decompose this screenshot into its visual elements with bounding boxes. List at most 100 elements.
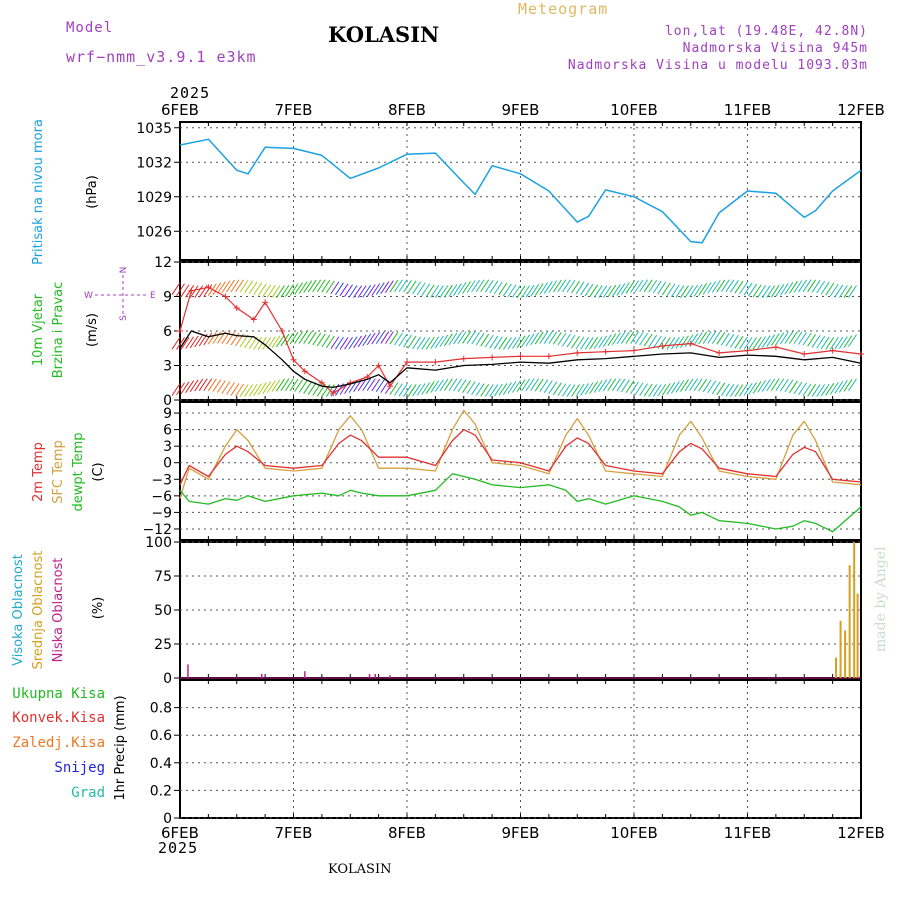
wind-barb (257, 382, 267, 395)
wind-barb (725, 384, 735, 397)
wind-barb (398, 279, 408, 293)
wind-barb (743, 282, 753, 296)
wind-barb (325, 335, 335, 349)
wind-barb (811, 280, 821, 293)
precip-y-tick-label: 0 (163, 811, 172, 827)
wind-barb (598, 335, 608, 349)
wind-barb (389, 279, 399, 293)
wind-barb (707, 331, 717, 344)
wind-barb (462, 281, 471, 294)
wind-barb (575, 383, 585, 397)
wind-barb (748, 283, 757, 297)
wind-barb (548, 280, 558, 293)
plot-layer: 6FEB 6FEB 7FEB 7FEB 8FEB 8FEB 9FEB 9FEB 10FEB 10F… (136, 101, 884, 842)
compass-w: W (84, 291, 93, 301)
wind-barb (289, 283, 299, 296)
wind-barb (580, 383, 590, 396)
wind-barb (766, 378, 776, 392)
wind-barb (820, 281, 830, 295)
wind-barb (802, 279, 812, 292)
wind-barb (720, 279, 730, 292)
wind-unit: (m/s) (85, 313, 100, 347)
x-tick-label-bottom: 6FEB (161, 824, 199, 842)
wind-barb (698, 331, 708, 345)
sfc-temp-line (179, 409, 862, 499)
gust-marker (687, 340, 694, 347)
wind-barb (462, 331, 471, 344)
x-tick-label-bottom: 9FEB (502, 824, 540, 842)
wind-barb (789, 380, 798, 394)
wind-barb (389, 382, 399, 395)
wind-barb (725, 279, 735, 293)
wind-barb (698, 283, 708, 296)
wind-barb (693, 378, 703, 391)
wind-barb (593, 336, 603, 349)
cloud-y-tick-label: 100 (145, 535, 172, 551)
wind-barb (580, 337, 590, 350)
wind-barb (611, 378, 621, 391)
wind-barb (552, 331, 562, 345)
wind-speed-line (179, 330, 862, 389)
wind-barb (503, 382, 512, 395)
wind-barb (380, 331, 390, 344)
wind-barb (276, 285, 285, 298)
wind-barb (525, 378, 535, 391)
wind-barb (652, 280, 662, 294)
wind-barb (194, 334, 204, 348)
x-tick-label-bottom: 11FEB (724, 824, 771, 842)
wind-barb (253, 336, 263, 350)
wind-barb (589, 336, 599, 350)
wind-barb (566, 384, 576, 397)
wind-barb (811, 384, 821, 397)
wind-barb (416, 337, 426, 350)
wind-barb (457, 379, 467, 392)
wind-y-tick-label: 9 (163, 290, 172, 306)
precip-unit: 1hr Precip (mm) (113, 695, 128, 800)
wind-barb (816, 335, 826, 349)
wind-barb (593, 285, 603, 298)
wind-barb (266, 336, 276, 350)
gust-marker (801, 351, 808, 357)
wind-barb (743, 337, 753, 350)
wind-barb (552, 382, 562, 396)
gust-marker (829, 347, 836, 354)
wind-barb (798, 382, 807, 396)
wind-barb (693, 284, 703, 297)
wind-barb (534, 283, 544, 296)
wind-barb (453, 378, 462, 392)
wind-barb (439, 378, 449, 392)
wind-barb (443, 378, 453, 391)
temp-y-tick-label: 0 (163, 456, 172, 472)
wind-barb (353, 285, 363, 298)
wind-barb (280, 284, 290, 298)
wind-title-2: Brzina i Pravac (51, 282, 66, 379)
wind-barb (235, 279, 244, 293)
wind-barb (507, 284, 517, 298)
panel-frame-2 (179, 401, 862, 541)
pressure-title: Pritisak na nivou mora (31, 119, 46, 265)
wind-barb (434, 335, 444, 349)
wind-barb (680, 379, 689, 392)
wind-barb (416, 383, 426, 396)
wind-barb (439, 285, 449, 298)
wind-barb (552, 279, 562, 293)
wind-barb (584, 337, 594, 350)
wind-barb (230, 383, 240, 396)
wind-barb (512, 285, 521, 298)
cloud-y-tick-label: 50 (154, 603, 172, 619)
wind-barb (394, 332, 403, 346)
gust-marker (631, 347, 637, 354)
wind-barb (675, 285, 685, 298)
coords-label: lon,lat (19.48E, 42.8N) (664, 24, 868, 39)
wind-barb (802, 332, 812, 346)
wind-barb (616, 331, 626, 345)
gust-marker (330, 390, 337, 397)
cloud-title-2: Srednja Oblacnost (31, 551, 46, 670)
wind-barb (366, 332, 376, 346)
wind-barb (375, 331, 385, 344)
wind-barb (484, 384, 494, 397)
wind-barb (498, 337, 508, 350)
gust-marker (602, 348, 609, 355)
gust-marker (375, 362, 382, 369)
x-tick-label-top: 9FEB (502, 101, 540, 119)
